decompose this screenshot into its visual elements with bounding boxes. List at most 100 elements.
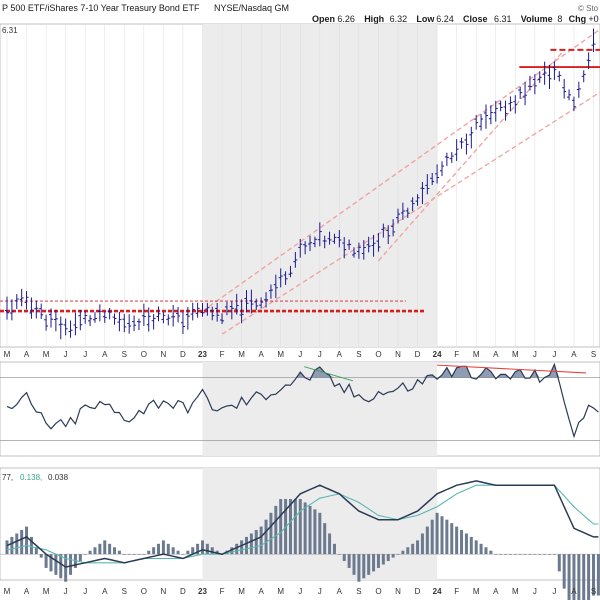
price-bar <box>439 161 444 177</box>
price-bar <box>361 240 366 260</box>
price-x-label: M <box>4 350 11 359</box>
macd-hist-bar <box>489 550 493 555</box>
macd-hist-bar <box>484 547 488 555</box>
price-bar <box>44 314 49 331</box>
price-bar <box>317 222 322 247</box>
bottom-x-label: J <box>298 587 302 596</box>
macd-hist-bar <box>450 523 454 555</box>
price-bar <box>435 164 440 184</box>
macd-hist-bar <box>39 554 43 558</box>
macd-hist-bar <box>69 554 73 575</box>
macd-hist-bar <box>279 499 283 555</box>
price-bar <box>136 318 141 331</box>
macd-hist-bar <box>98 543 102 555</box>
price-bar <box>185 307 190 330</box>
macd-hist-bar <box>372 554 376 572</box>
macd-hist-bar <box>548 554 552 555</box>
price-bar <box>68 320 73 338</box>
price-bar <box>537 71 542 83</box>
price-bar <box>444 152 449 167</box>
price-bar <box>332 233 337 244</box>
price-bar <box>449 152 454 163</box>
price-bar <box>488 105 493 125</box>
macd-hist-bar <box>552 554 556 555</box>
macd-hist-bar <box>562 554 566 589</box>
price-bar <box>552 61 557 80</box>
macd-hist-bar <box>518 554 522 555</box>
macd-hist-bar <box>533 554 537 555</box>
price-x-label: D <box>415 350 421 359</box>
price-bar <box>547 64 552 90</box>
price-bar <box>356 242 361 259</box>
price-bar <box>39 303 44 319</box>
macd-hist-bar <box>103 540 107 555</box>
macd-hist-bar <box>108 543 112 555</box>
price-bar <box>9 299 14 321</box>
bottom-x-label: A <box>102 587 108 596</box>
price-bar <box>283 271 288 285</box>
macd-hist-bar <box>210 547 214 555</box>
macd-hist-bar <box>157 543 161 555</box>
bottom-x-label: S <box>591 587 596 596</box>
price-bar <box>102 311 107 323</box>
macd-hist-bar <box>293 499 297 555</box>
price-x-label: M <box>277 350 284 359</box>
price-bar <box>239 299 244 324</box>
macd-hist-bar <box>181 554 185 555</box>
price-bar <box>493 100 498 122</box>
macd-hist-bar <box>127 554 131 555</box>
price-bar <box>63 318 68 336</box>
ohlc-label-volume: Volume <box>521 14 553 24</box>
macd-hist-bar <box>83 554 87 555</box>
macd-hist-bar <box>196 543 200 555</box>
macd-hist-bar <box>425 526 429 555</box>
macd-hist-bar <box>592 554 595 596</box>
price-x-label: 24 <box>433 350 442 359</box>
price-bar <box>48 308 53 328</box>
price-bar <box>303 241 308 255</box>
price-x-label: O <box>141 350 147 359</box>
price-bar <box>264 292 269 308</box>
macd-hist-bar <box>474 540 478 555</box>
price-bar <box>293 251 298 268</box>
price-bar <box>122 314 127 333</box>
bottom-x-label: A <box>24 587 30 596</box>
price-bar <box>97 304 102 322</box>
macd-hist-bar <box>122 554 126 555</box>
macd-hist-bar <box>205 543 209 555</box>
price-bar <box>107 307 112 320</box>
chart-title: P 500 ETF/iShares 7-10 Year Treasury Bon… <box>2 3 200 13</box>
price-bar <box>176 306 181 323</box>
exchange-label: NYSE/Nasdaq GM <box>214 3 289 13</box>
bottom-x-label: J <box>318 587 322 596</box>
ohlc-value-low: 6.24 <box>436 14 454 24</box>
bottom-x-label: A <box>571 587 577 596</box>
macd-hist-bar <box>460 530 464 555</box>
bottom-x-label: M <box>473 587 480 596</box>
price-bar <box>415 194 420 206</box>
price-bar <box>557 71 562 82</box>
macd-hist-bar <box>323 523 327 555</box>
macd-hist-bar <box>5 540 9 555</box>
price-bar <box>591 28 596 53</box>
price-grid <box>6 24 594 347</box>
bottom-x-label: M <box>43 587 50 596</box>
macd-hist-bar <box>274 505 278 555</box>
macd-hist-bar <box>513 554 517 555</box>
macd-hist-bar <box>367 554 371 575</box>
price-bar <box>166 314 171 326</box>
macd-hist-bar <box>171 547 175 555</box>
macd-hist-bar <box>298 499 302 555</box>
macd-legend: 77, 0.138, 0.038 <box>2 473 69 482</box>
price-bar <box>14 294 19 310</box>
macd-hist-bar <box>523 554 527 555</box>
price-x-label: M <box>238 350 245 359</box>
price-x-label: J <box>298 350 302 359</box>
price-bar <box>376 233 381 252</box>
bottom-x-label: A <box>337 587 343 596</box>
price-bar <box>195 302 200 318</box>
price-bar <box>19 288 24 307</box>
price-x-label: M <box>473 350 480 359</box>
macd-hist-bar <box>191 547 195 555</box>
price-bar <box>479 114 484 131</box>
